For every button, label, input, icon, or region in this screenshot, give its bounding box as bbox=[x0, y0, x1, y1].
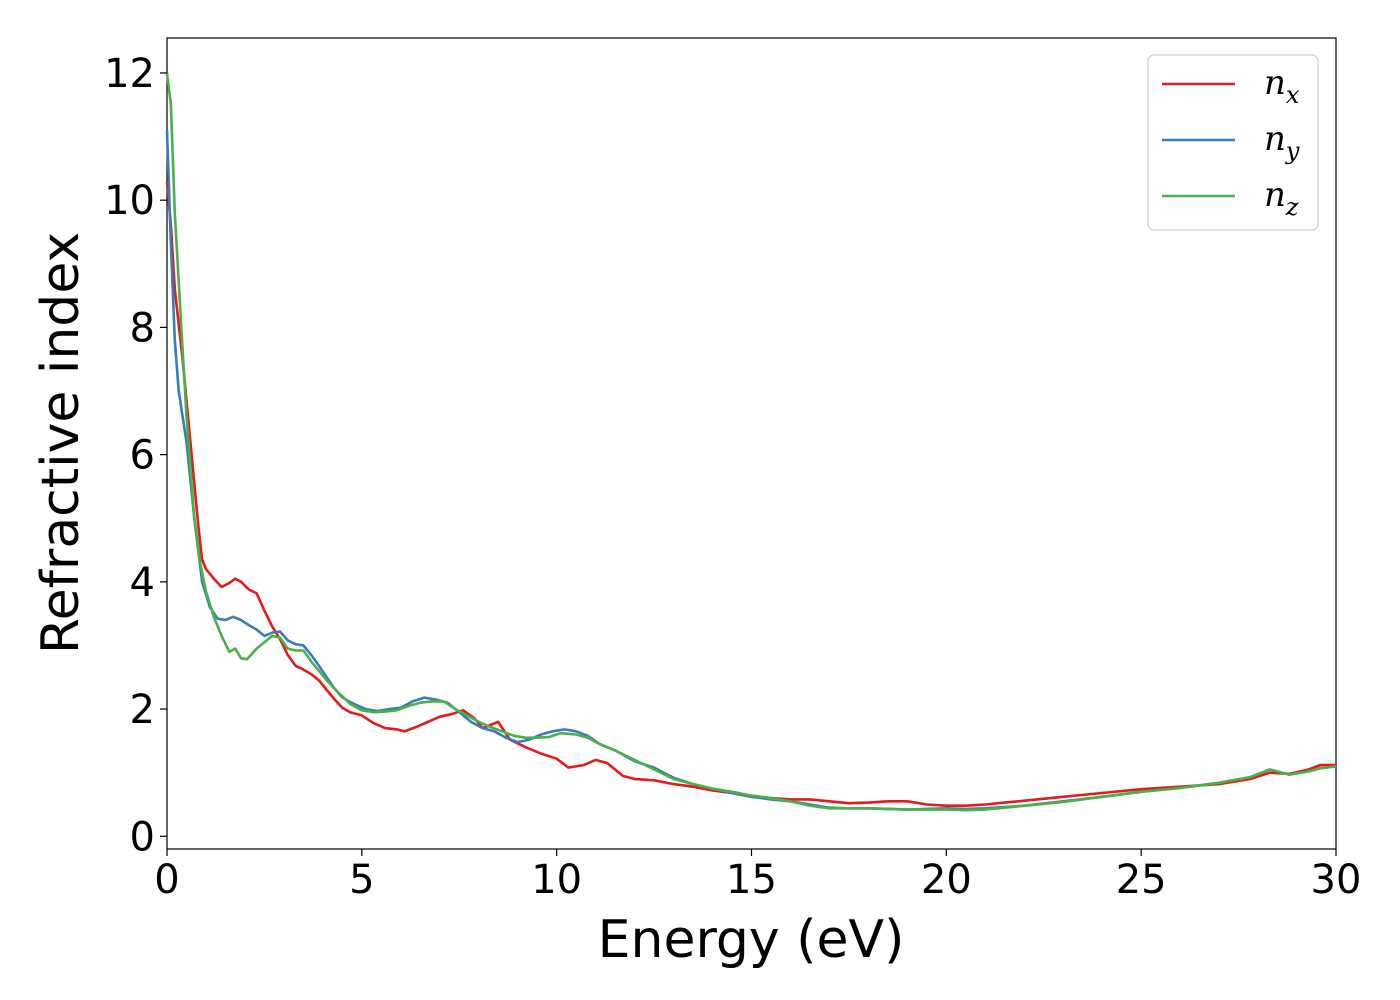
y-tick-label: 8 bbox=[130, 305, 155, 351]
plot-frame bbox=[166, 37, 1337, 850]
x-tick-label: 30 bbox=[1311, 857, 1362, 903]
plot-area bbox=[165, 37, 1337, 850]
x-axis-ticks: 0 5 10 15 20 25 30 bbox=[154, 849, 1361, 903]
legend-label: nx bbox=[1264, 63, 1300, 109]
legend-label-base: n bbox=[1264, 175, 1286, 215]
x-axis-title: Energy (eV) bbox=[598, 910, 905, 970]
y-tick-label: 4 bbox=[130, 560, 155, 606]
y-tick-label: 12 bbox=[104, 51, 155, 97]
y-axis-title: Refractive index bbox=[31, 232, 91, 654]
y-axis-ticks: 0 2 4 6 8 10 12 bbox=[104, 51, 167, 860]
y-tick-label: 0 bbox=[130, 814, 155, 860]
y-tick-label: 10 bbox=[104, 178, 155, 224]
legend-label-subscript: x bbox=[1286, 81, 1300, 109]
legend-label: ny bbox=[1264, 119, 1300, 165]
y-tick-label: 6 bbox=[130, 433, 155, 479]
legend-label: nz bbox=[1264, 175, 1299, 221]
series-layer bbox=[165, 72, 1337, 812]
x-tick-label: 15 bbox=[726, 857, 777, 903]
legend-label-base: n bbox=[1264, 119, 1286, 159]
y-tick-label: 2 bbox=[130, 687, 155, 733]
legend-label-subscript: z bbox=[1285, 193, 1299, 221]
x-tick-label: 10 bbox=[531, 857, 582, 903]
legend-label-base: n bbox=[1264, 63, 1286, 103]
legend-box bbox=[1147, 54, 1319, 231]
x-tick-label: 0 bbox=[154, 857, 179, 903]
legend-label-subscript: y bbox=[1285, 137, 1300, 165]
x-tick-label: 20 bbox=[921, 857, 972, 903]
series-line-n-z bbox=[165, 72, 1337, 812]
x-tick-label: 25 bbox=[1116, 857, 1167, 903]
x-tick-label: 5 bbox=[349, 857, 374, 903]
